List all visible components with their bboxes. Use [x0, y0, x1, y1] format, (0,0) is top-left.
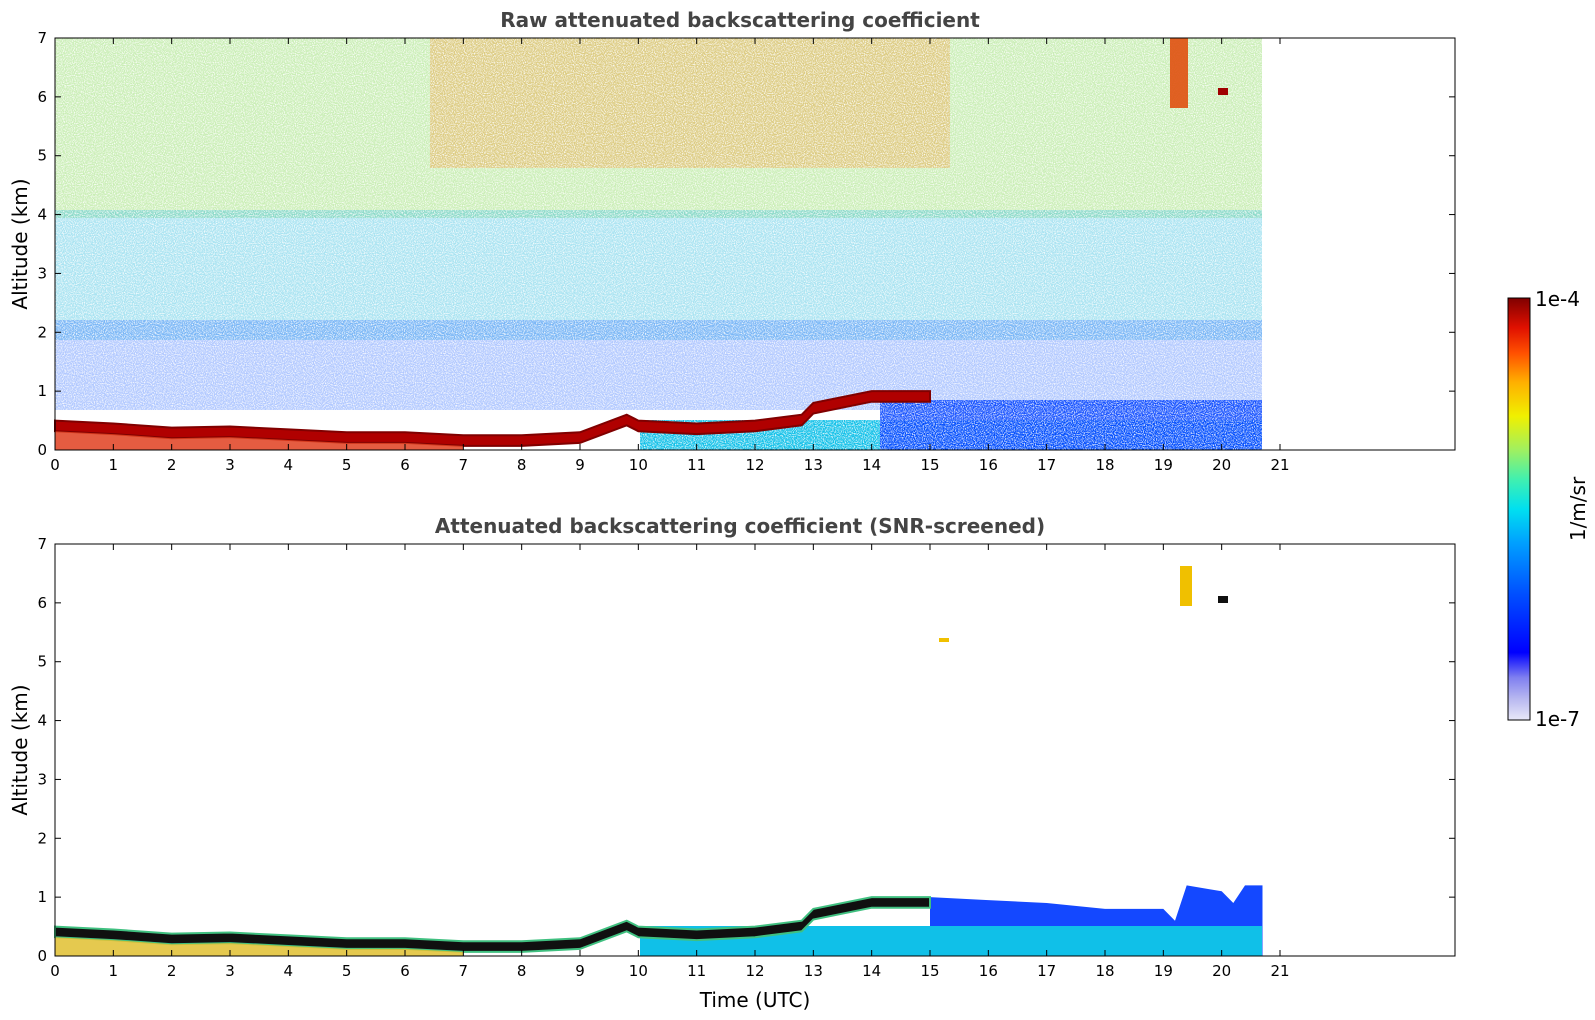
y-tick-label: 1 — [37, 888, 47, 906]
x-tick-label: 9 — [575, 456, 585, 474]
y-tick-label: 6 — [37, 594, 47, 612]
x-tick-label: 21 — [1270, 456, 1289, 474]
y-tick-label: 2 — [37, 829, 47, 847]
x-tick-label: 12 — [745, 962, 764, 980]
colorbar-gradient — [1507, 297, 1531, 721]
y-tick-label: 3 — [37, 264, 47, 282]
y-tick-label: 4 — [37, 712, 47, 730]
x-tick-label: 1 — [109, 962, 119, 980]
x-tick-label: 1 — [109, 456, 119, 474]
x-tick-label: 9 — [575, 962, 585, 980]
cloud-feature-2 — [1218, 88, 1228, 95]
x-tick-label: 5 — [342, 456, 352, 474]
colorbar: 1e-4 1e-7 1/m/sr — [1507, 287, 1590, 731]
x-tick-label: 7 — [459, 962, 469, 980]
x-tick-label: 19 — [1154, 456, 1173, 474]
x-tick-label: 8 — [517, 456, 527, 474]
x-tick-label: 2 — [167, 456, 177, 474]
noise-overlay — [55, 38, 1262, 450]
x-tick-label: 10 — [629, 962, 648, 980]
x-tick-label: 15 — [920, 962, 939, 980]
x-tick-label: 4 — [284, 456, 294, 474]
x-tick-label: 19 — [1154, 962, 1173, 980]
x-tick-label: 4 — [284, 962, 294, 980]
x-axis-label: Time (UTC) — [699, 988, 811, 1012]
x-tick-label: 11 — [687, 456, 706, 474]
y-tick-label: 7 — [37, 535, 47, 553]
chart-title: Attenuated backscattering coefficient (S… — [435, 514, 1045, 538]
x-tick-label: 17 — [1037, 456, 1056, 474]
y-axis-label: Altitude (km) — [8, 178, 32, 309]
y-tick-label: 6 — [37, 88, 47, 106]
colorbar-unit-label: 1/m/sr — [1566, 476, 1590, 541]
chart-title: Raw attenuated backscattering coefficien… — [500, 8, 980, 32]
x-tick-label: 20 — [1212, 456, 1231, 474]
heatmap-area — [54, 38, 1262, 450]
y-axis-ticks: 0 1 2 3 4 5 6 7 — [37, 29, 1455, 459]
heatmap-area — [54, 544, 1455, 956]
x-tick-label: 7 — [459, 456, 469, 474]
x-tick-label: 0 — [50, 456, 60, 474]
y-tick-label: 4 — [37, 206, 47, 224]
x-tick-label: 3 — [225, 456, 235, 474]
y-tick-label: 5 — [37, 147, 47, 165]
cloud-feature-3 — [939, 638, 949, 642]
x-tick-label: 14 — [862, 456, 881, 474]
colorbar-min-label: 1e-7 — [1535, 707, 1580, 731]
y-tick-label: 5 — [37, 653, 47, 671]
x-tick-label: 10 — [629, 456, 648, 474]
x-axis-ticks: 0 1 2 3 4 5 6 7 8 9 10 11 12 13 14 15 16 17 18 19 20 21 — [50, 38, 1290, 474]
x-tick-label: 13 — [804, 456, 823, 474]
y-tick-label: 2 — [37, 323, 47, 341]
x-tick-label: 8 — [517, 962, 527, 980]
x-tick-label: 18 — [1095, 456, 1114, 474]
x-tick-label: 21 — [1270, 962, 1289, 980]
colorbar-max-label: 1e-4 — [1535, 287, 1580, 311]
x-tick-label: 2 — [167, 962, 177, 980]
y-tick-label: 3 — [37, 770, 47, 788]
screened-backscatter-panel: Attenuated backscattering coefficient (S… — [8, 514, 1456, 1012]
x-tick-label: 12 — [745, 456, 764, 474]
y-axis-label: Altitude (km) — [8, 684, 32, 815]
y-tick-label: 0 — [37, 947, 47, 965]
cloud-feature-2 — [1218, 596, 1228, 603]
y-tick-label: 1 — [37, 382, 47, 400]
boundary-layer-low — [55, 431, 464, 450]
x-tick-label: 11 — [687, 962, 706, 980]
x-tick-label: 13 — [804, 962, 823, 980]
x-tick-label: 3 — [225, 962, 235, 980]
y-tick-label: 0 — [37, 441, 47, 459]
cloud-feature-1 — [1170, 38, 1188, 108]
y-tick-label: 7 — [37, 29, 47, 47]
raw-backscatter-panel: Raw attenuated backscattering coefficien… — [8, 8, 1456, 474]
x-tick-label: 20 — [1212, 962, 1231, 980]
x-tick-label: 0 — [50, 962, 60, 980]
x-tick-label: 6 — [400, 456, 410, 474]
x-tick-label: 6 — [400, 962, 410, 980]
y-axis-ticks: 0 1 2 3 4 5 6 7 — [37, 535, 1455, 965]
x-tick-label: 16 — [979, 962, 998, 980]
x-tick-label: 15 — [920, 456, 939, 474]
boundary-layer-low — [55, 937, 464, 956]
x-tick-label: 14 — [862, 962, 881, 980]
x-tick-label: 16 — [979, 456, 998, 474]
x-tick-label: 18 — [1095, 962, 1114, 980]
cloud-feature-1 — [1180, 566, 1192, 606]
x-tick-label: 5 — [342, 962, 352, 980]
x-tick-label: 17 — [1037, 962, 1056, 980]
x-axis-ticks: 0 1 2 3 4 5 6 7 8 9 10 11 12 13 14 15 16 17 18 19 20 21 — [50, 544, 1290, 980]
